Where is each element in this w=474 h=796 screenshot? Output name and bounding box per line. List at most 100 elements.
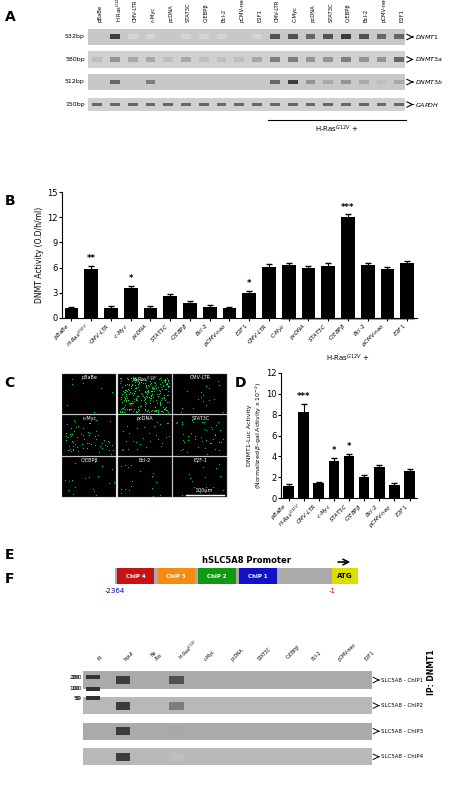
Point (91, 405, 98, 418)
Point (128, 396, 135, 409)
Point (125, 384, 133, 396)
Point (120, 394, 128, 407)
Point (163, 431, 170, 443)
Point (146, 378, 154, 391)
Point (64, 399, 71, 412)
Point (79, 421, 87, 434)
Bar (199, 57, 209, 62)
Point (70, 414, 78, 427)
Bar (321, 266, 335, 318)
Point (152, 404, 159, 416)
Point (200, 388, 207, 401)
Point (68, 474, 76, 486)
Point (63, 430, 70, 443)
Point (105, 435, 113, 448)
Text: **: ** (87, 255, 96, 263)
Text: SLC5A8 - ChIP1: SLC5A8 - ChIP1 (381, 677, 423, 682)
Point (162, 373, 169, 386)
Point (123, 372, 130, 384)
Bar (377, 57, 386, 62)
Text: ChIP 2: ChIP 2 (208, 574, 227, 579)
Bar (169, 676, 184, 684)
Bar (181, 34, 191, 40)
Bar (86, 686, 100, 690)
Point (162, 400, 170, 413)
Point (203, 448, 211, 461)
Text: 580bp: 580bp (65, 57, 85, 62)
Point (156, 378, 164, 391)
Point (186, 471, 194, 484)
Bar (328, 461, 339, 498)
Text: -2364: -2364 (105, 588, 125, 595)
Point (160, 402, 168, 415)
Text: STAT3C: STAT3C (328, 2, 333, 22)
Point (161, 393, 169, 406)
Bar (173, 457, 227, 498)
Point (177, 406, 185, 419)
Text: pcDNA: pcDNA (168, 4, 173, 22)
Point (132, 392, 140, 404)
Text: A: A (5, 10, 16, 24)
Text: pBaBe: pBaBe (82, 375, 97, 380)
Point (137, 438, 144, 451)
Point (215, 379, 223, 392)
Bar (116, 701, 130, 709)
Point (154, 404, 162, 416)
Point (132, 404, 140, 417)
Point (162, 378, 170, 391)
Point (148, 377, 155, 390)
Point (97, 382, 105, 395)
Bar (169, 728, 184, 736)
Point (148, 389, 155, 402)
Bar (377, 34, 386, 40)
Point (142, 380, 150, 393)
Text: M: M (96, 655, 103, 661)
Point (137, 386, 145, 399)
Point (179, 443, 187, 456)
Text: CMV-LTR: CMV-LTR (190, 375, 211, 380)
Point (131, 395, 138, 408)
Point (142, 397, 150, 410)
Point (118, 381, 125, 394)
Point (71, 438, 79, 451)
Point (151, 404, 158, 417)
Point (156, 489, 164, 501)
Point (79, 377, 87, 389)
Bar (394, 57, 404, 62)
Point (205, 394, 213, 407)
Point (122, 435, 130, 447)
Point (124, 373, 132, 386)
Point (128, 458, 135, 471)
Point (121, 392, 128, 404)
Point (84, 442, 91, 455)
Point (67, 445, 74, 458)
Point (128, 386, 136, 399)
Bar (394, 80, 404, 84)
Point (173, 416, 181, 428)
Bar (118, 416, 172, 456)
Point (133, 406, 141, 419)
Point (178, 402, 185, 415)
Bar (377, 103, 386, 106)
Point (142, 377, 149, 389)
Point (191, 480, 198, 493)
Bar (313, 483, 324, 498)
Point (210, 432, 217, 445)
Bar (288, 80, 298, 84)
Point (67, 422, 75, 435)
Point (141, 393, 149, 406)
Point (154, 404, 161, 416)
Point (128, 395, 136, 408)
Bar (341, 57, 351, 62)
Point (165, 377, 173, 390)
Point (92, 433, 100, 446)
Point (144, 378, 152, 391)
Text: C/EBP$\beta$: C/EBP$\beta$ (283, 642, 303, 661)
Point (179, 416, 186, 428)
Bar (164, 103, 173, 106)
Point (214, 416, 221, 429)
Point (201, 423, 208, 435)
Bar (235, 103, 244, 106)
Point (119, 402, 127, 415)
Point (187, 427, 195, 439)
